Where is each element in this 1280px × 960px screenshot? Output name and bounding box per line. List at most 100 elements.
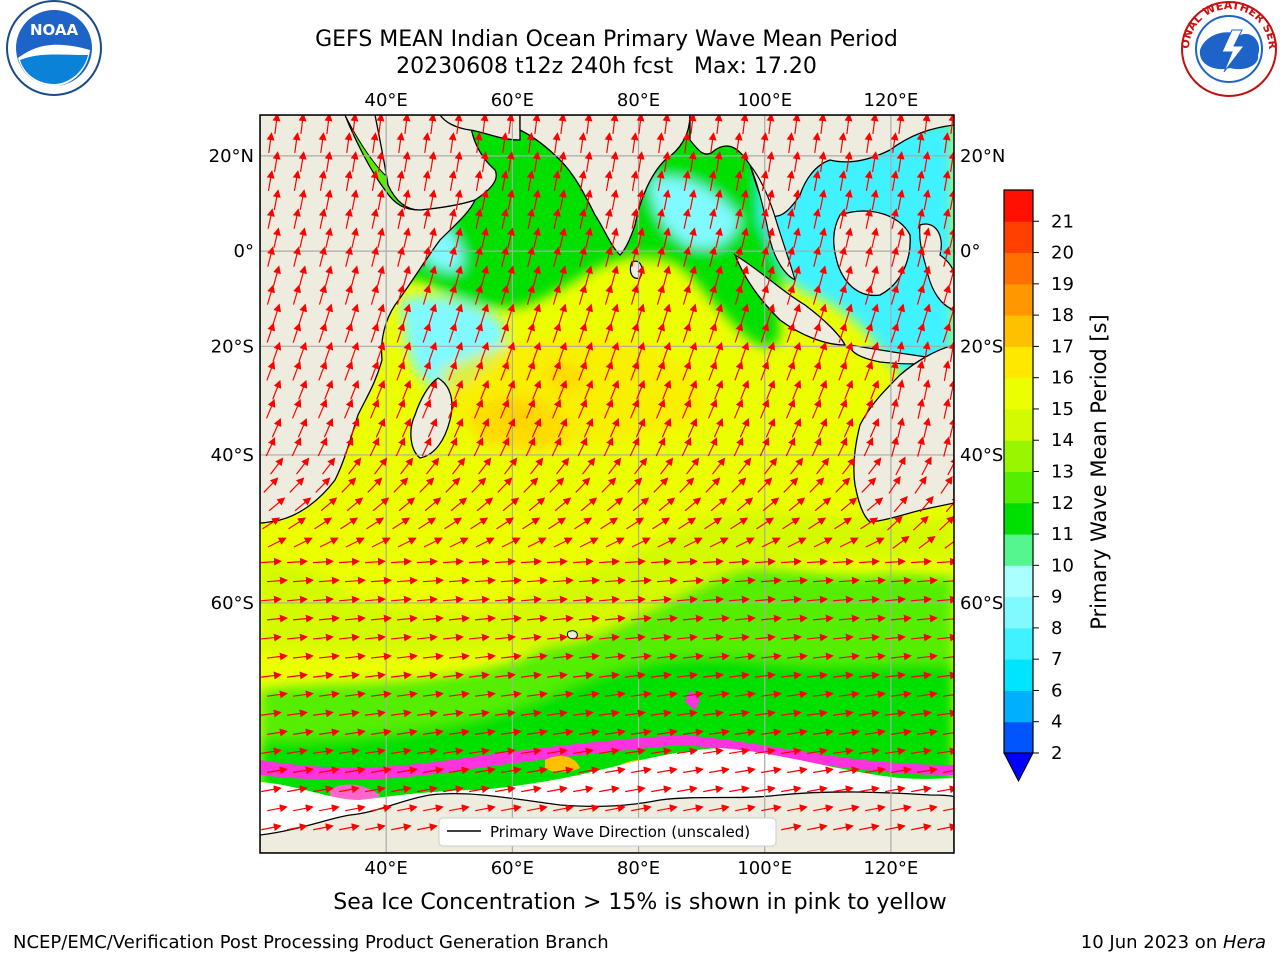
wave-arrow-icon [707,437,718,457]
wave-arrow-icon [631,246,639,267]
wave-arrow-icon [677,709,698,718]
wave-arrow-icon [766,379,776,400]
wave-arrow-icon [422,284,431,305]
wave-arrow-icon [338,671,360,680]
footer-date: 10 Jun 2023 on Hera [1081,932,1266,953]
wave-arrow-icon [396,170,405,191]
wave-arrow-icon [790,457,804,475]
colorbar-tick-label: 20 [1051,243,1074,264]
wave-arrow-icon [631,804,652,813]
wave-arrow-icon [318,360,328,381]
wave-arrow-icon [267,537,287,548]
wave-arrow-icon [604,284,613,305]
wave-arrow-icon [442,557,464,566]
wave-arrow-icon [292,614,314,623]
wave-arrow-icon [273,265,281,286]
wave-arrow-icon [786,208,795,229]
wave-arrow-icon [942,208,951,229]
wave-arrow-icon [552,322,562,343]
lon-tick-label: 120°E [864,90,919,111]
wave-arrow-icon [636,115,645,135]
wave-arrow-icon [806,595,828,604]
wave-arrow-icon [598,557,620,566]
wave-arrow-icon [397,804,418,813]
wave-arrow-icon [369,398,380,419]
wave-arrow-icon [835,477,851,493]
wave-arrow-icon [423,766,444,775]
wave-arrow-icon [819,265,827,286]
wave-arrow-icon [577,437,588,457]
wave-arrow-icon [911,709,932,718]
wave-arrow-icon [605,537,625,548]
wave-arrow-icon [681,398,692,419]
wave-arrow-icon [580,497,598,512]
wave-arrow-icon [338,557,360,566]
wave-arrow-icon [656,284,665,305]
wave-arrow-icon [916,132,925,153]
wave-arrow-icon [402,151,411,172]
colorbar-segment [1004,596,1033,629]
wave-arrow-icon [365,709,386,718]
wave-arrow-icon [627,477,643,493]
wave-arrow-icon [553,246,561,267]
wave-arrow-icon [293,766,314,775]
wave-arrow-icon [714,189,723,210]
wave-arrow-icon [605,766,626,775]
wave-arrow-icon [470,517,489,530]
lon-tick-label: 80°E [617,858,660,879]
wave-arrow-icon [261,747,282,756]
wave-arrow-icon [911,747,932,756]
wave-arrow-icon [688,189,697,210]
wave-arrow-icon [780,595,802,604]
wave-arrow-icon [686,457,700,475]
wave-arrow-icon [859,785,880,794]
wave-arrow-icon [397,537,417,548]
wave-arrow-icon [660,457,674,475]
wave-arrow-icon [298,189,307,210]
wave-arrow-icon [428,151,437,172]
chart-title: GEFS MEAN Indian Ocean Primary Wave Mean… [315,27,898,52]
wave-arrow-icon [546,633,568,642]
wave-arrow-icon [421,437,432,457]
colorbar-tick-label: 21 [1051,211,1074,232]
wave-arrow-icon [474,360,484,381]
wave-arrow-icon [708,322,718,343]
wave-arrow-icon [766,303,776,324]
wave-arrow-icon [710,497,728,512]
wave-arrow-icon [767,227,775,248]
wave-arrow-icon [500,170,509,191]
wave-arrow-icon [499,437,510,457]
wave-arrow-icon [366,517,385,530]
wave-arrow-icon [887,515,903,531]
wave-arrow-icon [943,770,954,774]
wave-arrow-icon [818,115,827,135]
wave-arrow-icon [651,747,672,756]
wave-arrow-icon [454,379,464,400]
wave-arrow-icon [364,595,386,604]
wave-arrow-icon [682,652,704,661]
colorbar-tick-label: 16 [1051,368,1074,389]
wave-arrow-icon [422,576,444,585]
sumatra-land [733,253,847,346]
wave-arrow-icon [266,208,275,229]
wave-arrow-icon [787,537,807,548]
wave-arrow-icon [839,537,859,548]
wave-arrow-icon [553,537,573,548]
wave-arrow-icon [558,151,567,172]
wave-arrow-icon [428,303,438,324]
wave-arrow-icon [261,709,282,718]
wave-arrow-icon [364,671,386,680]
colorbar-tick-label: 4 [1051,712,1062,733]
wave-arrow-icon [395,398,406,419]
wave-arrow-icon [689,227,697,248]
wave-arrow-icon [351,265,359,286]
wave-arrow-icon [319,728,340,737]
wave-arrow-icon [631,690,652,699]
wave-arrow-icon [714,379,724,400]
wave-arrow-icon [870,341,880,362]
wave-arrow-icon [344,652,366,661]
wave-arrow-icon [818,151,827,172]
wave-arrow-icon [657,537,677,548]
wave-arrow-icon [858,557,880,566]
wave-arrow-icon [370,614,392,623]
